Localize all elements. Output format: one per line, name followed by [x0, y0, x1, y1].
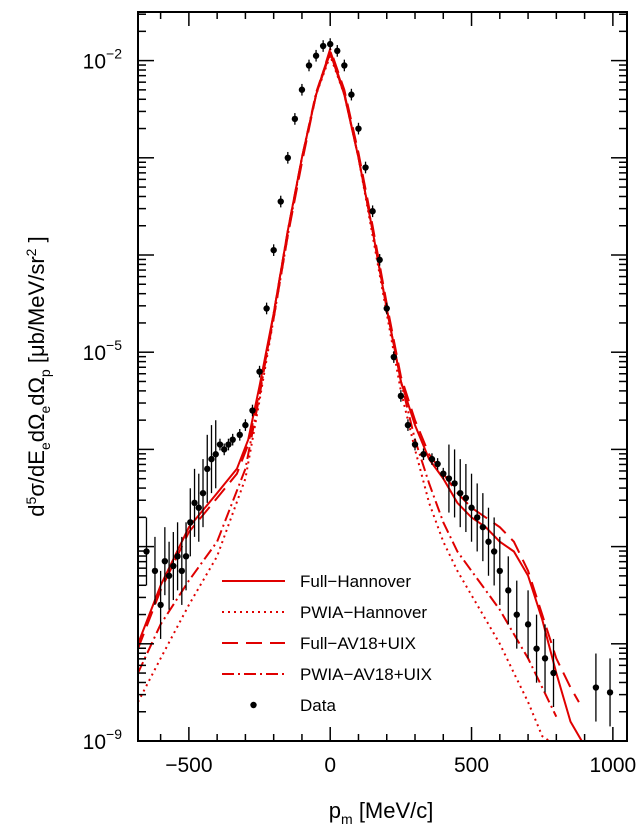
- x-axis-label: pm [MeV/c]: [329, 798, 434, 827]
- curves-layer: [138, 45, 583, 741]
- x-tick-label: 0: [324, 754, 336, 777]
- data-point: [312, 52, 320, 59]
- data-point: [541, 655, 549, 662]
- x-tick-label: 1000: [590, 754, 637, 777]
- data-point: [440, 470, 447, 477]
- data-point: [420, 451, 427, 458]
- data-point: [606, 689, 614, 696]
- data-point: [457, 489, 464, 497]
- y-tick-label: 10−2: [83, 46, 123, 74]
- data-point: [305, 62, 313, 69]
- y-tick-label: 10−5: [83, 337, 123, 365]
- data-point: [216, 441, 224, 448]
- legend-label: Full−Hannover: [300, 572, 411, 591]
- legend: Full−Hannover PWIA−Hannover Full−AV18+UIX P…: [222, 572, 432, 715]
- data-point: [334, 47, 341, 55]
- data-point: [383, 305, 390, 312]
- data-point: [229, 436, 236, 443]
- data-point: [199, 489, 207, 497]
- data-point: [451, 480, 458, 487]
- ticks-layer: [138, 12, 627, 742]
- data-point: [434, 460, 441, 468]
- data-point: [284, 154, 292, 161]
- data-point: [319, 42, 327, 50]
- data-point: [236, 431, 243, 439]
- data-point: [369, 208, 376, 215]
- data-point: [256, 368, 263, 375]
- data-point: [445, 475, 453, 482]
- data-point: [513, 611, 520, 618]
- x-tick-label: 500: [454, 754, 489, 777]
- data-point: [277, 198, 284, 205]
- data-point: [263, 305, 270, 312]
- labels-layer: −500 0 500 1000 10−2 10−5 10−9 pm [MeV/c] d5σ/dE…: [23, 46, 636, 827]
- data-point: [462, 494, 470, 502]
- data-point: [618, 0, 624, 3]
- data-point: [485, 538, 492, 545]
- data-point: [174, 553, 181, 560]
- data-point: [592, 684, 600, 691]
- data-point: [550, 669, 557, 677]
- series-line-pwia-av18-uix: [138, 47, 558, 718]
- data-point: [157, 601, 164, 609]
- data-point: [496, 567, 504, 575]
- data-point: [195, 504, 202, 511]
- y-tick-label: 10−9: [83, 726, 123, 754]
- plot-frame: [137, 11, 628, 742]
- data-point: [524, 621, 532, 628]
- data-point: [473, 514, 481, 521]
- data-point: [143, 548, 150, 555]
- data-point: [376, 256, 383, 264]
- data-point: [327, 40, 334, 48]
- data-point: [249, 407, 256, 414]
- legend-label: Full−AV18+UIX: [300, 634, 416, 653]
- data-point: [468, 504, 475, 511]
- data-point: [298, 86, 306, 93]
- data-point: [355, 125, 362, 132]
- data-point: [397, 392, 405, 400]
- data-point: [341, 62, 348, 69]
- x-tick-label: −500: [165, 754, 212, 777]
- data-point: [479, 523, 487, 531]
- data-point: [165, 572, 173, 579]
- data-point: [212, 451, 219, 458]
- data-point: [242, 421, 249, 429]
- data-point: [291, 115, 299, 123]
- data-point: [404, 421, 412, 429]
- legend-label: PWIA−AV18+UIX: [300, 665, 432, 684]
- data-points-layer: [143, 0, 624, 727]
- data-point: [191, 499, 198, 507]
- data-point: [411, 441, 419, 448]
- y-axis-label: d5σ/dEedΩedΩp [μb/MeV/sr2 ]: [23, 236, 53, 516]
- data-point: [505, 587, 512, 594]
- data-point: [161, 557, 169, 565]
- data-point: [182, 553, 190, 560]
- data-point: [362, 164, 369, 171]
- data-point: [348, 91, 355, 98]
- data-point: [221, 446, 228, 453]
- series-line-pwia-hannover: [138, 52, 552, 741]
- legend-label: Data: [300, 696, 336, 715]
- data-point: [151, 567, 159, 575]
- data-point: [533, 645, 540, 652]
- data-point: [225, 441, 232, 448]
- data-point: [208, 455, 215, 463]
- legend-marker: [250, 701, 257, 709]
- data-point: [490, 548, 498, 555]
- data-point: [204, 465, 211, 473]
- data-point: [187, 519, 194, 526]
- data-point: [170, 562, 177, 570]
- data-point: [270, 246, 277, 254]
- legend-label: PWIA−Hannover: [300, 603, 427, 622]
- data-point: [428, 455, 436, 463]
- series-line-full-av18-uix: [138, 45, 580, 703]
- data-point: [178, 567, 186, 575]
- data-point: [390, 353, 398, 361]
